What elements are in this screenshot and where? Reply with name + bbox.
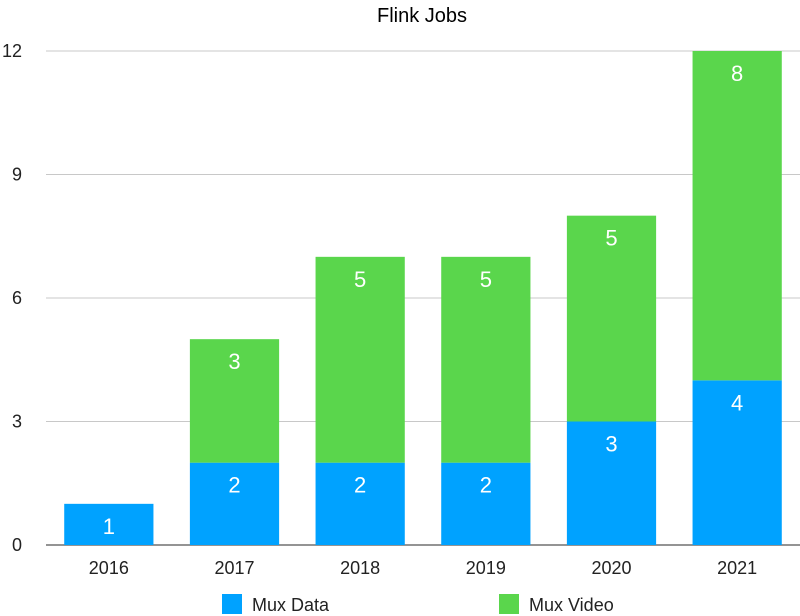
legend-swatch <box>222 594 242 614</box>
x-tick-label: 2019 <box>466 558 506 578</box>
bar-segment-mux-data <box>566 421 657 545</box>
bar-segment-mux-data <box>692 380 782 545</box>
data-label: 2 <box>480 473 492 498</box>
chart-title: Flink Jobs <box>377 5 467 27</box>
y-tick-label: 9 <box>12 165 22 185</box>
data-label: 3 <box>605 432 617 457</box>
data-label: 5 <box>480 267 492 292</box>
y-tick-label: 6 <box>12 288 22 308</box>
x-tick-label: 2020 <box>591 558 631 578</box>
bar-segment-mux-video <box>566 215 657 422</box>
bars: 1 2 3 2 5 2 5 3 5 4 8 <box>64 51 782 545</box>
legend: Mux Data Mux Video <box>222 594 614 615</box>
x-tick-label: 2017 <box>214 558 254 578</box>
y-axis-ticks: 0 3 6 9 12 <box>2 41 22 555</box>
data-label: 2 <box>354 473 366 498</box>
data-label: 3 <box>228 349 240 374</box>
legend-label: Mux Data <box>252 595 330 615</box>
data-label: 5 <box>354 267 366 292</box>
data-label: 1 <box>103 514 115 539</box>
bar-segment-mux-video <box>692 51 782 381</box>
bar-segment-mux-video <box>315 256 405 463</box>
data-label: 8 <box>731 61 743 86</box>
bar-segment-mux-data <box>189 462 280 545</box>
gridlines <box>46 50 800 546</box>
bar-segment-mux-video <box>189 339 280 463</box>
y-tick-label: 0 <box>12 535 22 555</box>
data-label: 5 <box>605 226 617 251</box>
x-tick-label: 2018 <box>340 558 380 578</box>
data-label: 2 <box>228 473 240 498</box>
legend-swatch <box>499 594 519 614</box>
y-tick-label: 3 <box>12 412 22 432</box>
x-axis-ticks: 2016 2017 2018 2019 2020 2021 <box>89 558 757 578</box>
legend-label: Mux Video <box>529 595 614 615</box>
bar-segment-mux-data <box>64 503 154 545</box>
y-tick-label: 12 <box>2 41 22 61</box>
data-label: 4 <box>731 390 743 415</box>
bar-segment-mux-data <box>315 462 405 545</box>
x-tick-label: 2016 <box>89 558 129 578</box>
x-tick-label: 2021 <box>717 558 757 578</box>
bar-segment-mux-video <box>441 256 531 463</box>
bar-segment-mux-data <box>441 462 531 545</box>
